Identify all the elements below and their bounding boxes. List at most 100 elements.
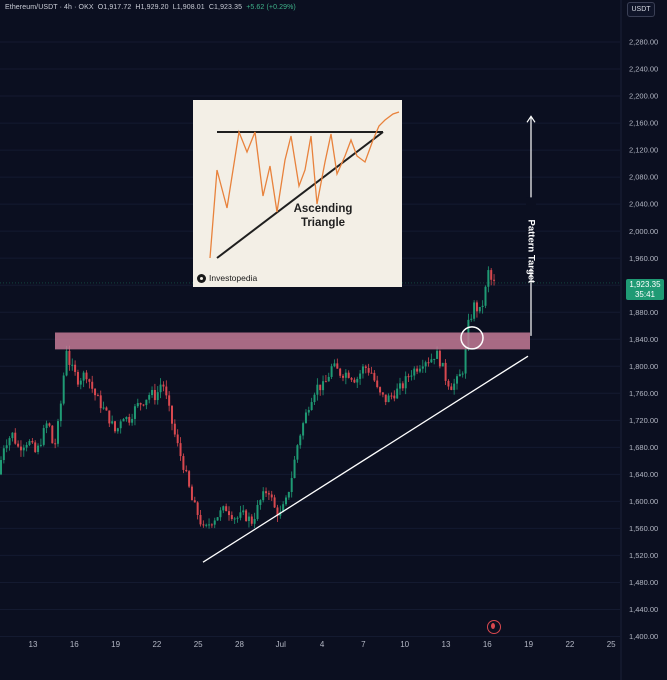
candle-body [418,368,421,372]
price-tick-label: 1,760.00 [629,389,658,398]
candle-body [151,389,154,396]
candle-body [287,491,290,498]
candle-body [122,419,125,422]
candle-body [182,456,185,470]
candle-body [322,381,325,391]
candle-body [310,402,313,411]
candle-body [436,350,439,359]
candle-body [14,432,17,444]
candle-body [347,372,350,378]
candle-body [22,447,25,451]
candle-body [364,366,367,369]
candle-body [267,493,270,495]
candle-body [299,435,302,446]
candle-body [68,350,71,365]
candle-body [210,524,213,526]
price-tick-label: 2,120.00 [629,146,658,155]
candle-body [461,373,464,375]
candle-body [236,517,239,519]
currency-unit-button[interactable]: USDT [627,2,655,17]
time-tick-label: 4 [320,640,325,649]
candle-body [450,386,453,390]
candle-body [25,444,28,448]
candle-body [324,381,327,383]
time-tick-label: 16 [483,640,492,649]
open-value: O1,917.72 [97,4,132,11]
price-tick-label: 1,520.00 [629,551,658,560]
ohlc-header: Ethereum/USDT · 4h · OKX O1,917.72 H1,92… [5,4,296,11]
candle-body [276,507,279,516]
time-tick-label: 10 [400,640,409,649]
candle-body [111,421,114,424]
candle-body [319,384,322,391]
candle-body [168,395,171,406]
candle-body [410,375,413,377]
candle-body [57,421,59,444]
time-axis[interactable]: 13 16 19 22 25 28 Jul 4 7 10 13 16 19 22 25 [29,640,617,649]
candle-body [396,388,399,399]
candle-body [270,494,273,498]
candle-body [430,359,433,363]
candle-body [176,434,179,444]
candle-body [304,412,307,424]
candle-body [59,403,62,422]
candle-body [190,486,193,501]
candle-body [208,524,211,526]
arrow-head-icon [526,115,536,123]
candle-body [156,392,159,401]
candle-body [105,407,108,411]
candle-body [481,305,484,307]
candle-body [17,443,20,447]
candle-body [250,516,253,524]
price-tick-label: 1,600.00 [629,497,658,506]
high-value: H1,929.20 [135,4,169,11]
candle-body [387,395,390,403]
candle-body [273,497,276,508]
candle-body [313,394,316,403]
candle-body [99,395,102,409]
label-gap [526,197,536,269]
candle-body [333,363,336,367]
candle-body [79,380,82,385]
candle-body [367,368,370,373]
symbol-label[interactable]: Ethereum/USDT · 4h · OKX [5,4,94,11]
candle-body [173,423,176,435]
price-tick-label: 1,880.00 [629,308,658,317]
candle-body [165,386,168,396]
candle-body [327,376,330,382]
candle-body [5,445,8,449]
candle-body [39,444,42,446]
candle-body [219,510,222,518]
candle-body [245,510,248,522]
candle-body [139,403,142,405]
candle-body [162,384,165,387]
candle-body [307,410,310,413]
candle-body [490,270,493,280]
price-tick-label: 1,680.00 [629,443,658,452]
price-tick-label: 1,840.00 [629,335,658,344]
candle-body [131,418,134,423]
candle-body [290,478,293,492]
candle-body [424,362,427,367]
candle-body [28,441,31,445]
time-tick-label: 25 [194,640,203,649]
events-flame-icon[interactable] [487,620,501,634]
low-value: L1,908.01 [172,4,205,11]
candle-body [225,506,228,512]
candles [0,266,496,529]
price-tick-label: 2,000.00 [629,227,658,236]
candle-body [133,406,136,419]
candle-body [293,459,296,479]
candle-body [478,306,481,312]
candle-body [444,362,447,381]
candle-body [85,372,88,380]
candle-body [196,502,199,515]
candle-body [470,318,473,320]
investopedia-logo-icon [197,273,206,283]
candle-body [487,270,490,287]
time-tick-label: Jul [276,640,286,649]
price-axis[interactable]: 1,400.00 1,440.00 1,480.00 1,520.00 1,560.00… [629,38,658,642]
candle-body [330,366,333,377]
time-tick-label: 25 [607,640,616,649]
